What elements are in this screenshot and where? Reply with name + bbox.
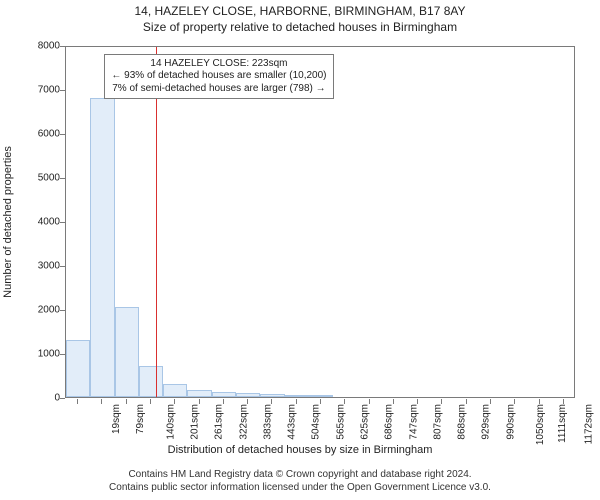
y-tick-label: 7000 [20, 85, 60, 96]
x-tick-mark [247, 399, 248, 404]
x-tick-mark [271, 399, 272, 404]
x-tick-mark [417, 399, 418, 404]
x-tick-mark [490, 399, 491, 404]
chart-area: 14 HAZELEY CLOSE: 223sqm ← 93% of detach… [65, 46, 575, 398]
y-tick-mark [60, 266, 65, 267]
x-tick-label: 1172sqm [583, 404, 594, 444]
page-title: 14, HAZELEY CLOSE, HARBORNE, BIRMINGHAM,… [0, 4, 600, 18]
x-tick-label: 201sqm [190, 404, 201, 440]
y-tick-label: 4000 [20, 217, 60, 228]
histogram-bar [187, 390, 211, 397]
x-tick-mark [126, 399, 127, 404]
x-tick-label: 383sqm [262, 404, 273, 440]
x-tick-mark [320, 399, 321, 404]
annotation-line: 7% of semi-detached houses are larger (7… [111, 83, 326, 96]
y-axis-label: Number of detached properties [2, 146, 14, 298]
x-tick-mark [199, 399, 200, 404]
annotation-line: ← 93% of detached houses are smaller (10… [111, 70, 326, 83]
x-tick-label: 686sqm [384, 404, 395, 440]
x-tick-label: 504sqm [311, 404, 322, 440]
x-tick-mark [441, 399, 442, 404]
x-tick-label: 990sqm [505, 404, 516, 440]
x-tick-mark [150, 399, 151, 404]
footer: Contains HM Land Registry data © Crown c… [0, 469, 600, 494]
histogram-bar [66, 340, 90, 397]
y-tick-label: 5000 [20, 173, 60, 184]
histogram-bar [90, 98, 114, 397]
histogram-bar [163, 384, 187, 397]
x-axis-label: Distribution of detached houses by size … [0, 444, 600, 456]
histogram-bar [309, 395, 333, 397]
y-tick-mark [60, 310, 65, 311]
x-tick-mark [393, 399, 394, 404]
x-tick-label: 443sqm [287, 404, 298, 440]
y-tick-label: 2000 [20, 305, 60, 316]
histogram-bar [115, 307, 139, 397]
y-tick-mark [60, 398, 65, 399]
y-tick-mark [60, 178, 65, 179]
y-tick-label: 6000 [20, 129, 60, 140]
annotation-box: 14 HAZELEY CLOSE: 223sqm ← 93% of detach… [104, 54, 333, 100]
x-tick-mark [369, 399, 370, 404]
x-tick-mark [539, 399, 540, 404]
footer-line: Contains public sector information licen… [0, 482, 600, 495]
x-tick-mark [296, 399, 297, 404]
x-tick-mark [466, 399, 467, 404]
x-tick-label: 140sqm [165, 404, 176, 440]
y-tick-label: 3000 [20, 261, 60, 272]
page-subtitle: Size of property relative to detached ho… [0, 20, 600, 34]
histogram-bar [285, 395, 309, 397]
x-tick-mark [174, 399, 175, 404]
x-tick-label: 1111sqm [557, 404, 568, 443]
y-tick-mark [60, 134, 65, 135]
x-tick-label: 261sqm [214, 404, 225, 440]
x-tick-mark [344, 399, 345, 404]
histogram-bar [260, 394, 284, 397]
x-tick-label: 625sqm [360, 404, 371, 440]
annotation-line: 14 HAZELEY CLOSE: 223sqm [111, 58, 326, 71]
x-tick-mark [101, 399, 102, 404]
x-tick-mark [223, 399, 224, 404]
y-tick-mark [60, 90, 65, 91]
x-tick-mark [77, 399, 78, 404]
x-tick-label: 1050sqm [535, 404, 546, 445]
y-tick-mark [60, 222, 65, 223]
footer-line: Contains HM Land Registry data © Crown c… [0, 469, 600, 482]
x-tick-label: 807sqm [432, 404, 443, 440]
x-tick-label: 868sqm [457, 404, 468, 440]
x-tick-label: 747sqm [408, 404, 419, 440]
histogram-bar [212, 392, 236, 397]
x-tick-label: 79sqm [135, 404, 146, 434]
histogram-bar [139, 366, 163, 397]
histogram-bar [236, 393, 260, 397]
y-tick-label: 8000 [20, 41, 60, 52]
x-tick-mark [514, 399, 515, 404]
y-tick-label: 1000 [20, 349, 60, 360]
x-tick-label: 565sqm [335, 404, 346, 440]
x-tick-label: 19sqm [111, 404, 122, 434]
x-tick-label: 929sqm [481, 404, 492, 440]
y-tick-label: 0 [20, 393, 60, 404]
y-tick-mark [60, 354, 65, 355]
y-tick-mark [60, 46, 65, 47]
x-tick-label: 322sqm [238, 404, 249, 440]
x-tick-mark [563, 399, 564, 404]
reference-line [156, 47, 157, 397]
